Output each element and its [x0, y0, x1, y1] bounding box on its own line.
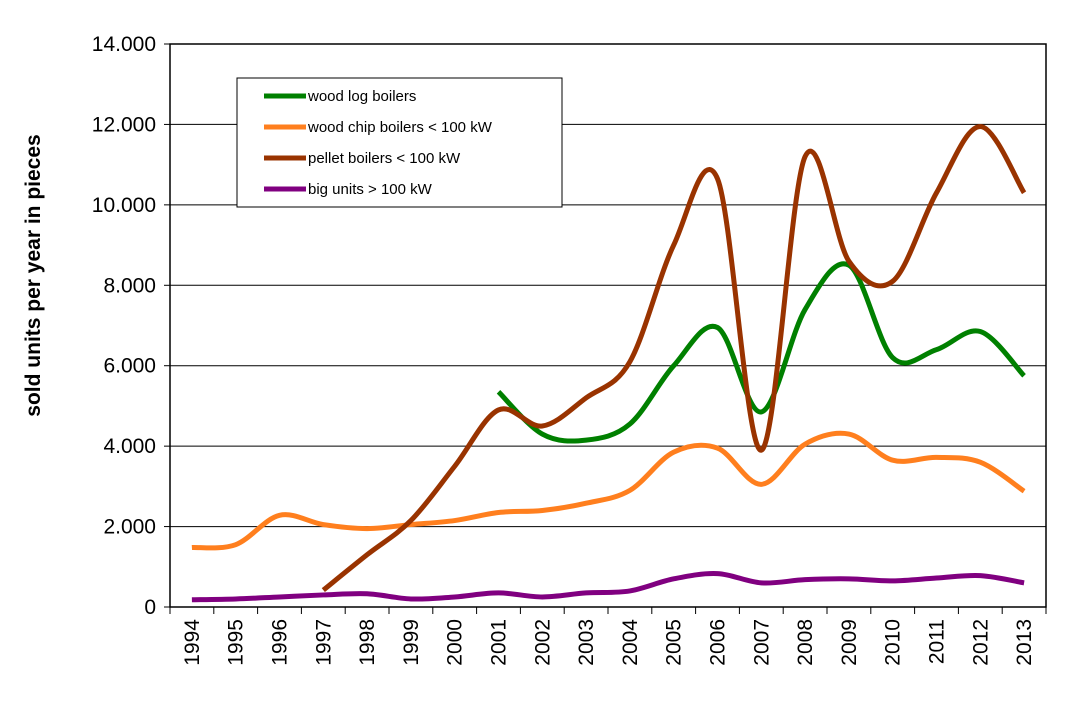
y-tick-label: 4.000 [103, 435, 156, 458]
y-tick-label: 10.000 [92, 194, 156, 217]
x-tick-label: 2009 [838, 619, 861, 666]
x-tick-label: 2011 [926, 619, 949, 664]
x-tick-label: 1998 [356, 619, 379, 666]
x-tick-label: 2008 [794, 619, 817, 666]
y-tick-label: 6.000 [103, 355, 156, 378]
y-tick-label: 14.000 [92, 33, 156, 56]
x-tick-label: 2002 [531, 619, 554, 666]
x-tick-label: 1996 [269, 619, 292, 666]
x-tick-label: 2001 [488, 619, 511, 666]
x-tick-label: 2006 [707, 619, 730, 666]
legend-label: pellet boilers < 100 kW [308, 150, 461, 167]
x-tick-label: 2012 [969, 619, 992, 666]
x-tick-label: 2010 [882, 619, 905, 666]
x-tick-label: 2005 [663, 619, 686, 666]
x-axis-ticks: 1994 1995 1996 1997 1998 1999 2000 2001 2002 2003… [169, 607, 1047, 666]
legend-label: big units > 100 kW [308, 181, 433, 198]
legend: wood log boilers wood chip boilers < 100 … [236, 77, 563, 208]
legend-label: wood chip boilers < 100 kW [307, 119, 493, 136]
y-axis-ticks: 0 2.000 4.000 6.000 8.000 10.000 12.000 14.000 [92, 33, 170, 619]
y-tick-label: 0 [144, 596, 156, 619]
y-tick-label: 12.000 [92, 113, 156, 136]
x-tick-label: 2004 [619, 619, 642, 666]
series-lines [191, 123, 1027, 603]
x-tick-label: 2003 [575, 619, 598, 666]
series-line [321, 123, 1027, 593]
x-tick-label: 1994 [181, 619, 204, 666]
legend-label: wood log boilers [307, 88, 416, 105]
y-tick-label: 8.000 [103, 274, 156, 297]
y-axis-label: sold units per year in pieces [22, 134, 45, 416]
y-tick-label: 2.000 [103, 516, 156, 539]
x-tick-label: 2013 [1013, 619, 1036, 666]
x-tick-label: 1999 [400, 619, 423, 666]
x-tick-label: 1995 [225, 619, 248, 666]
x-tick-label: 2007 [750, 619, 773, 666]
series-line [496, 261, 1026, 444]
x-tick-label: 2000 [444, 619, 467, 666]
legend-box [236, 77, 563, 208]
series-line [191, 430, 1026, 551]
series-line [191, 571, 1025, 603]
x-tick-label: 1997 [312, 619, 335, 666]
